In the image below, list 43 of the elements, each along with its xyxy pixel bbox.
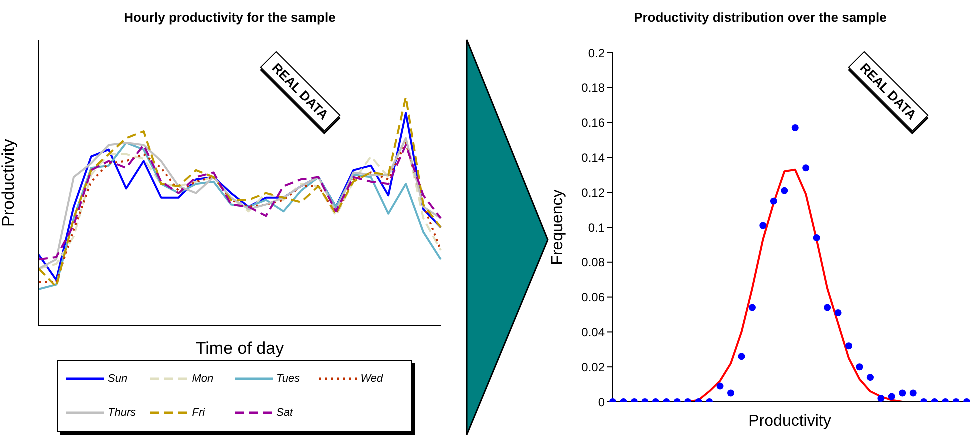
y-tick-label: 0.14 [582,150,606,165]
point [824,304,832,312]
point [770,198,778,205]
legend-label: Fri [192,407,206,419]
legend-label: Mon [192,373,214,385]
legend-label: Wed [360,373,384,385]
point [781,187,788,194]
y-tick-label: 0.16 [582,116,606,130]
point [716,382,724,390]
point [846,342,852,350]
point [856,364,864,371]
y-tick-label: 0.18 [582,81,606,96]
point [910,390,917,397]
point [888,393,896,400]
y-tick-label: 0 [598,395,606,410]
point [728,390,734,397]
y-tick-label: 0.06 [582,290,606,305]
point [878,395,885,402]
point [792,124,799,132]
legend-label: Thurs [108,407,136,419]
point [738,353,746,360]
chart-title: Hourly productivity for the sample [123,10,337,25]
point [899,390,906,397]
point [802,164,810,172]
y-tick-label: 0.02 [582,360,606,374]
x-axis-title: Productivity [748,413,832,430]
y-axis-title: Frequency [550,190,567,266]
point [760,222,767,230]
x-axis-title: Time of day [196,339,285,358]
point [748,304,756,312]
y-tick-label: 0.08 [582,256,606,270]
legend-label: Sat [276,407,294,419]
y-tick-label: 0.12 [582,186,606,200]
y-tick-label: 0.2 [588,46,606,60]
point [866,374,874,382]
legend-label: Sun [108,373,128,385]
chart-title: Productivity distribution over the sample [633,10,888,25]
legend-label: Tues [276,373,300,385]
y-tick-label: 0.04 [582,325,606,340]
y-axis-title: Productivity [0,138,18,227]
y-tick-label: 0.1 [588,220,606,235]
point [834,310,842,317]
point [813,234,820,242]
